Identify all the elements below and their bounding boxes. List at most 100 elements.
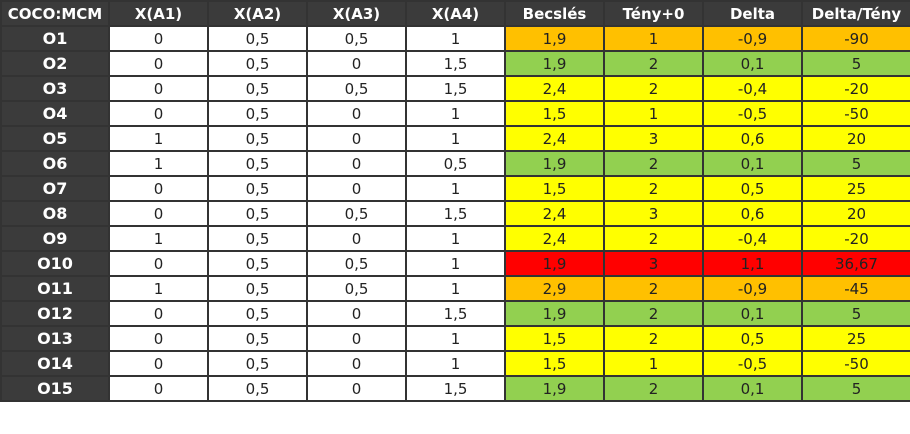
delta-teny-cell: 5 [801, 150, 910, 177]
row-label: O11 [0, 275, 110, 302]
table-row: O6 1 0,5 0 0,5 1,9 2 0,1 5 [0, 150, 910, 177]
x-value-cell: 0 [108, 75, 209, 102]
row-label: O15 [0, 375, 110, 402]
teny-cell: 3 [603, 250, 704, 277]
table-row: O2 0 0,5 0 1,5 1,9 2 0,1 5 [0, 50, 910, 77]
x-value-cell: 1 [405, 250, 506, 277]
delta-cell: -0,5 [702, 350, 803, 377]
x-value-cell: 1,5 [405, 200, 506, 227]
delta-teny-cell: -20 [801, 225, 910, 252]
x-value-cell: 0 [108, 350, 209, 377]
table-row: O1 0 0,5 0,5 1 1,9 1 -0,9 -90 [0, 25, 910, 52]
delta-teny-cell: 5 [801, 300, 910, 327]
teny-cell: 2 [603, 300, 704, 327]
x-value-cell: 0,5 [207, 225, 308, 252]
header-cell-x-a2: X(A2) [207, 0, 308, 27]
x-value-cell: 0,5 [207, 125, 308, 152]
becsles-cell: 1,5 [504, 350, 605, 377]
table-row: O12 0 0,5 0 1,5 1,9 2 0,1 5 [0, 300, 910, 327]
x-value-cell: 0 [306, 375, 407, 402]
header-cell-delta: Delta [702, 0, 803, 27]
x-value-cell: 0,5 [207, 350, 308, 377]
x-value-cell: 1 [405, 275, 506, 302]
delta-cell: 0,5 [702, 325, 803, 352]
table-row: O13 0 0,5 0 1 1,5 2 0,5 25 [0, 325, 910, 352]
x-value-cell: 0 [108, 250, 209, 277]
becsles-cell: 1,5 [504, 175, 605, 202]
x-value-cell: 1 [405, 225, 506, 252]
x-value-cell: 1,5 [405, 50, 506, 77]
becsles-cell: 2,4 [504, 75, 605, 102]
row-label: O10 [0, 250, 110, 277]
header-cell-x-a1: X(A1) [108, 0, 209, 27]
x-value-cell: 0,5 [306, 75, 407, 102]
header-cell-delta-teny: Delta/Tény [801, 0, 910, 27]
delta-teny-cell: -45 [801, 275, 910, 302]
x-value-cell: 0,5 [207, 250, 308, 277]
row-label: O7 [0, 175, 110, 202]
data-table: COCO:MCM X(A1) X(A2) X(A3) X(A4) Becslés… [0, 0, 910, 402]
delta-cell: -0,4 [702, 75, 803, 102]
delta-cell: 0,6 [702, 125, 803, 152]
becsles-cell: 1,9 [504, 375, 605, 402]
delta-teny-cell: 20 [801, 125, 910, 152]
table-row: O3 0 0,5 0,5 1,5 2,4 2 -0,4 -20 [0, 75, 910, 102]
x-value-cell: 0 [108, 175, 209, 202]
delta-cell: 0,6 [702, 200, 803, 227]
delta-cell: -0,9 [702, 275, 803, 302]
teny-cell: 1 [603, 350, 704, 377]
x-value-cell: 1 [108, 225, 209, 252]
delta-teny-cell: -20 [801, 75, 910, 102]
x-value-cell: 0,5 [207, 175, 308, 202]
header-cell-x-a3: X(A3) [306, 0, 407, 27]
delta-teny-cell: 20 [801, 200, 910, 227]
x-value-cell: 0 [306, 325, 407, 352]
x-value-cell: 0 [306, 100, 407, 127]
delta-cell: -0,9 [702, 25, 803, 52]
becsles-cell: 2,4 [504, 200, 605, 227]
teny-cell: 2 [603, 175, 704, 202]
becsles-cell: 1,9 [504, 150, 605, 177]
x-value-cell: 0 [108, 200, 209, 227]
row-label: O2 [0, 50, 110, 77]
x-value-cell: 1 [405, 25, 506, 52]
teny-cell: 2 [603, 50, 704, 77]
row-label: O4 [0, 100, 110, 127]
teny-cell: 3 [603, 125, 704, 152]
x-value-cell: 0,5 [207, 375, 308, 402]
row-label: O5 [0, 125, 110, 152]
delta-cell: 0,5 [702, 175, 803, 202]
x-value-cell: 0,5 [207, 75, 308, 102]
x-value-cell: 0,5 [207, 50, 308, 77]
x-value-cell: 1 [405, 325, 506, 352]
becsles-cell: 1,9 [504, 250, 605, 277]
table-row: O9 1 0,5 0 1 2,4 2 -0,4 -20 [0, 225, 910, 252]
table-row: O5 1 0,5 0 1 2,4 3 0,6 20 [0, 125, 910, 152]
x-value-cell: 0 [108, 25, 209, 52]
delta-cell: 1,1 [702, 250, 803, 277]
x-value-cell: 0,5 [405, 150, 506, 177]
x-value-cell: 0,5 [207, 325, 308, 352]
x-value-cell: 0,5 [207, 100, 308, 127]
row-label: O1 [0, 25, 110, 52]
x-value-cell: 1,5 [405, 375, 506, 402]
header-cell-x-a4: X(A4) [405, 0, 506, 27]
becsles-cell: 2,4 [504, 225, 605, 252]
teny-cell: 2 [603, 275, 704, 302]
delta-teny-cell: -90 [801, 25, 910, 52]
x-value-cell: 0 [306, 175, 407, 202]
delta-cell: 0,1 [702, 150, 803, 177]
x-value-cell: 1 [108, 125, 209, 152]
teny-cell: 2 [603, 75, 704, 102]
x-value-cell: 0,5 [207, 275, 308, 302]
delta-cell: 0,1 [702, 375, 803, 402]
teny-cell: 1 [603, 25, 704, 52]
x-value-cell: 0,5 [207, 200, 308, 227]
x-value-cell: 0,5 [207, 150, 308, 177]
x-value-cell: 1,5 [405, 300, 506, 327]
row-label: O8 [0, 200, 110, 227]
row-label: O3 [0, 75, 110, 102]
table-row: O4 0 0,5 0 1 1,5 1 -0,5 -50 [0, 100, 910, 127]
becsles-cell: 1,9 [504, 50, 605, 77]
teny-cell: 2 [603, 150, 704, 177]
